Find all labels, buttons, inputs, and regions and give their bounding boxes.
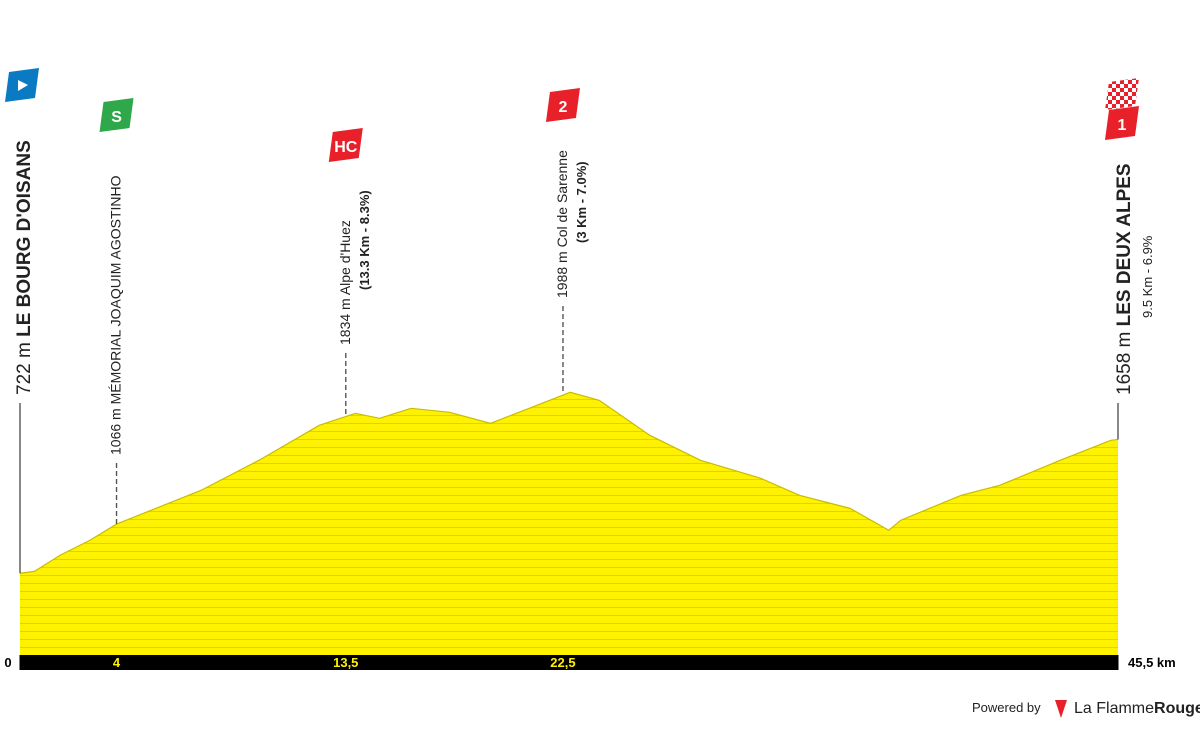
badge-text: 2 (559, 99, 568, 116)
elevation-label: 1658 m (1114, 332, 1135, 395)
badge (328, 128, 363, 162)
badge-text: 1 (1118, 117, 1127, 134)
place-name: Col de Sarenne (554, 150, 570, 248)
marker-label: 1658 m LES DEUX ALPES (1114, 163, 1135, 395)
climb-detail: (13.3 Km - 8.3%) (357, 190, 372, 290)
badge-text: HC (334, 139, 358, 156)
badge (99, 98, 134, 132)
x-tick-label: 0 (4, 655, 11, 670)
marker-label: 1834 m Alpe d'Huez (337, 220, 353, 345)
brand: La FlammeRouge (1074, 700, 1200, 717)
place-name: LES DEUX ALPES (1114, 163, 1135, 326)
start-icon (18, 80, 28, 91)
x-tick-label: 13,5 (333, 655, 358, 670)
marker-label: 1988 m Col de Sarenne (554, 150, 570, 298)
powered-by: Powered by (972, 700, 1041, 715)
marker-label: 1066 m MÉMORIAL JOAQUIM AGOSTINHO (108, 175, 124, 455)
finish-flag (1105, 78, 1139, 110)
place-name: LE BOURG D'OISANS (14, 140, 35, 337)
logo (1055, 700, 1067, 718)
climb-detail: (3 Km - 7.0%) (574, 161, 589, 243)
elevation-line (19, 391, 1119, 574)
climb-detail: 9.5 Km - 6.9% (1140, 235, 1155, 318)
plot: 0 4 13,5 22,5 45,5 km 722 m LE BOURG D'OISANS… (4, 68, 1176, 670)
place-name: Alpe d'Huez (337, 220, 353, 295)
distance-bar (20, 655, 1118, 670)
x-tick-label: 22,5 (550, 655, 575, 670)
elevation-label: 1834 m (337, 298, 353, 345)
area-stripes (20, 392, 1118, 655)
x-tick-label: 4 (113, 655, 121, 670)
badge (545, 88, 580, 122)
elevation-label: 1066 m (108, 408, 124, 455)
x-tick-label: 45,5 km (1128, 655, 1176, 670)
place-name: MÉMORIAL JOAQUIM AGOSTINHO (108, 175, 124, 404)
elevation-label: 1988 m (554, 251, 570, 298)
badge-text: S (111, 109, 122, 126)
marker-label: 722 m LE BOURG D'OISANS (14, 140, 35, 395)
badge (1105, 106, 1139, 140)
elevation-label: 722 m (14, 342, 35, 395)
